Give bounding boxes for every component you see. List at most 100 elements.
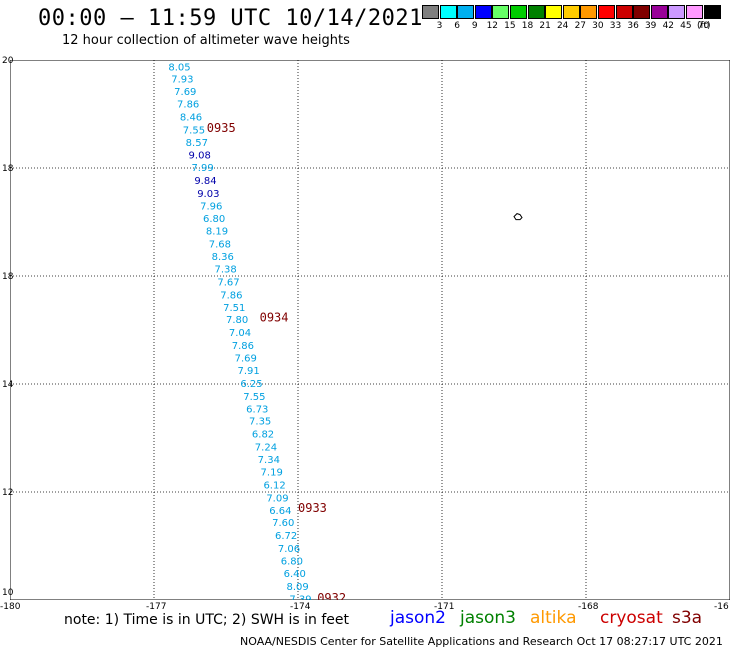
island-outline (513, 213, 523, 221)
wave-height-value: 9.08 (189, 151, 211, 162)
wave-height-value: 7.96 (200, 201, 222, 212)
color-scale-swatch (562, 5, 580, 19)
color-scale-label: 24 (556, 21, 569, 31)
grid-lines (10, 60, 730, 600)
wave-height-value: 6.73 (246, 404, 268, 415)
color-scale-swatch (598, 5, 615, 19)
wave-height-value: 7.39 (289, 594, 311, 600)
color-scale-swatch (703, 5, 721, 19)
wave-height-value: 6.80 (203, 214, 225, 225)
wave-height-value: 7.06 (278, 544, 300, 555)
wave-height-value: 6.40 (284, 569, 306, 580)
wave-height-value: 6.82 (252, 430, 274, 441)
wave-height-value: 7.55 (183, 126, 205, 137)
wave-height-value: 7.04 (229, 328, 251, 339)
color-scale-label: 70 (697, 21, 710, 31)
color-scale-swatch (545, 5, 563, 19)
color-scale-label: 45 (680, 21, 692, 31)
color-scale-unit: (ft) (697, 21, 711, 31)
wave-height-value: 7.69 (174, 87, 196, 98)
color-scale-swatch (580, 5, 598, 19)
wave-height-value: 7.38 (214, 264, 236, 275)
wave-height-value: 7.60 (272, 518, 294, 529)
page-subtitle: 12 hour collection of altimeter wave hei… (62, 33, 350, 48)
time-mark-label: 0934 (260, 311, 289, 325)
time-mark-label: 0932 (317, 591, 346, 600)
wave-height-value: 8.36 (212, 252, 234, 263)
x-tick-label: -174 (290, 602, 311, 612)
color-scale-label: 12 (486, 21, 499, 31)
wave-height-value: 9.84 (194, 176, 216, 187)
y-tick-label: 18 (2, 164, 14, 174)
y-tick-label: 18 (2, 272, 14, 282)
x-tick-label: -177 (146, 602, 167, 612)
credit-line: NOAA/NESDIS Center for Satellite Applica… (240, 635, 723, 648)
x-tick-label: -168 (578, 602, 599, 612)
color-scale-swatch (457, 5, 475, 19)
wave-height-value: 7.35 (249, 417, 271, 428)
wave-height-value: 7.93 (171, 74, 193, 85)
legend-jason3: jason3 (460, 608, 516, 628)
color-scale-swatch (439, 5, 457, 19)
legend-altika: altika (530, 608, 577, 628)
color-scale-label: 39 (644, 21, 657, 31)
color-scale-label: 33 (609, 21, 622, 31)
color-scale-swatch (510, 5, 527, 19)
time-mark-label: 0935 (207, 121, 236, 135)
page-title: 00:00 – 11:59 UTC 10/14/2021 (38, 6, 423, 31)
island-shape (513, 213, 523, 221)
legend-s3a: s3a (672, 608, 703, 628)
wave-height-value: 7.55 (243, 392, 265, 403)
x-tick-label: -16 (714, 602, 729, 612)
color-scale-label: 15 (504, 21, 516, 31)
color-scale-label: 9 (471, 21, 478, 31)
wave-height-value: 7.99 (191, 163, 213, 174)
wave-height-value: 7.86 (177, 100, 199, 111)
color-scale-swatch (668, 5, 686, 19)
wave-height-value: 7.86 (232, 341, 254, 352)
y-tick-label: 14 (2, 380, 14, 390)
wave-height-value: 7.34 (258, 455, 280, 466)
legend-jason2: jason2 (390, 608, 446, 628)
color-scale-swatch (492, 5, 510, 19)
wave-height-value: 6.25 (240, 379, 262, 390)
color-scale-swatch (615, 5, 633, 19)
observation-track: 8.057.937.697.868.467.558.579.087.999.84… (168, 62, 311, 600)
color-scale-label: 30 (592, 21, 604, 31)
color-scale-swatch (686, 5, 703, 19)
wave-height-value: 7.69 (235, 354, 257, 365)
map-plot: 8.057.937.697.868.467.558.579.087.999.84… (10, 60, 730, 600)
wave-height-value: 7.24 (255, 443, 277, 454)
color-scale-swatch (474, 5, 492, 19)
y-tick-label: 20 (2, 56, 14, 66)
wave-height-value: 7.91 (238, 366, 260, 377)
wave-height-value: 8.09 (286, 582, 308, 593)
wave-height-value: 7.51 (223, 303, 245, 314)
color-scale-label: 42 (662, 21, 675, 31)
wave-height-value: 7.68 (209, 240, 231, 251)
wave-height-value: 6.64 (269, 506, 291, 517)
wave-height-value: 8.46 (180, 113, 202, 124)
y-tick-label: 10 (2, 588, 14, 598)
color-scale-label: 36 (627, 21, 639, 31)
wave-height-value: 7.19 (261, 467, 283, 478)
wave-height-value: 7.67 (217, 277, 239, 288)
legend-cryosat: cryosat (600, 608, 663, 628)
wave-height-value: 6.72 (275, 531, 297, 542)
wave-height-value: 6.80 (281, 557, 303, 568)
time-marks: 0935 0934 0933 0932 (207, 121, 346, 600)
color-scale-label: 27 (574, 21, 587, 31)
color-scale-swatch (527, 5, 545, 19)
x-tick-label: -180 (0, 602, 21, 612)
color-scale-swatch (422, 5, 439, 19)
wave-height-value: 6.12 (263, 480, 285, 491)
wave-height-value: 8.19 (206, 227, 228, 238)
color-scale-label: 21 (539, 21, 551, 31)
x-tick-label: -171 (434, 602, 455, 612)
wave-height-value: 7.80 (226, 315, 248, 326)
color-scale-label: 18 (521, 21, 534, 31)
note-text: note: 1) Time is in UTC; 2) SWH is in fe… (64, 612, 350, 628)
time-mark-label: 0933 (298, 501, 327, 515)
color-scale-swatch (633, 5, 651, 19)
